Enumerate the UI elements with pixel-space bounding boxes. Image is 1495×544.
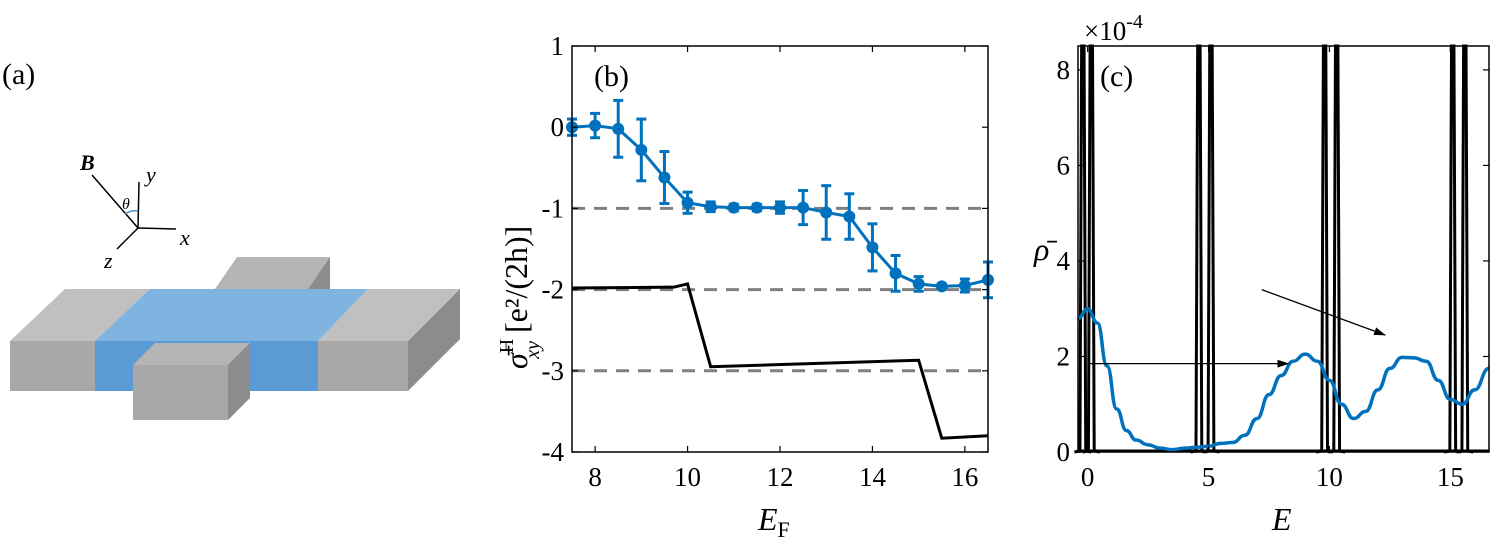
xtick-label-0: 8	[588, 462, 602, 492]
data-point-12	[843, 210, 856, 223]
clean-peak-4	[1315, 44, 1334, 454]
ytick-label-3: -2	[542, 275, 565, 305]
hall-bar-device	[10, 257, 460, 420]
series-clean-line	[571, 282, 989, 440]
x-label: x	[179, 225, 190, 250]
coordinate-axes	[91, 174, 177, 250]
series-disorder-curve	[1077, 306, 1490, 452]
panel-b-xlabel: EF	[757, 501, 790, 542]
xtick-label-1: 5	[1202, 462, 1216, 492]
data-point-4	[658, 171, 671, 184]
theta-arc	[124, 210, 139, 215]
panel-c-frame	[1077, 45, 1490, 453]
clean-peak-2	[1190, 44, 1208, 454]
panel-b-ylabel: σ̄H xy[e²/(2h)]	[496, 226, 544, 369]
panel-b-ylabel-sup: H	[496, 339, 518, 353]
xtick-label-0: 0	[1081, 462, 1095, 492]
panel-b-plot-area	[566, 98, 994, 440]
panel-b-ylabel-units: [e²/(2h)]	[498, 226, 534, 333]
panel-b-ylabel-sub: xy	[522, 341, 544, 360]
panel-c: (c) 0 5 10 15 0 2 4 6 8 ×10-4 ρ̄ E	[1033, 11, 1490, 537]
ytick-label-3: 6	[1057, 150, 1071, 180]
clean-peak-3	[1202, 44, 1220, 454]
xtick-label-3: 14	[859, 462, 887, 492]
data-point-14	[889, 267, 902, 280]
panel-c-xlabel: E	[1271, 501, 1292, 537]
theta-label: θ	[122, 196, 130, 213]
y-label: y	[144, 162, 156, 187]
panel-a-label: (a)	[2, 58, 35, 91]
ytick-label-1: 2	[1057, 341, 1071, 371]
b-field-arrow	[91, 174, 139, 229]
xtick-label-2: 12	[767, 462, 794, 492]
data-point-8	[750, 201, 763, 214]
panel-c-ylabel: ρ̄	[1033, 231, 1057, 267]
clean-peak-6	[1444, 44, 1462, 454]
annotation-arrow-1	[1261, 288, 1386, 336]
xtick-label-2: 10	[1316, 462, 1343, 492]
ytick-label-0: 1	[551, 31, 565, 61]
data-point-2	[612, 122, 625, 135]
ytick-label-1: 0	[551, 112, 565, 142]
xtick-label-4: 16	[951, 462, 978, 492]
ytick-label-5: -4	[542, 437, 565, 467]
ytick-label-2: -1	[542, 193, 565, 223]
ytick-label-4: 8	[1057, 55, 1071, 85]
panel-b-frame	[571, 45, 989, 453]
xtick-label-1: 10	[674, 462, 701, 492]
xtick-label-3: 15	[1437, 462, 1464, 492]
ytick-label-2: 4	[1057, 246, 1071, 276]
z-label: z	[103, 248, 113, 273]
svg-text:σ̄Hxy[e²/(2h)]: σ̄H xy[e²/(2h)]	[496, 226, 544, 369]
x-axis-arrow	[137, 227, 177, 230]
y-axis-arrow	[137, 181, 140, 229]
data-point-11	[820, 206, 833, 219]
data-point-17	[958, 279, 971, 292]
b-label: B	[79, 150, 95, 175]
data-point-5	[681, 196, 694, 209]
data-point-1	[589, 119, 602, 132]
panel-c-label: (c)	[1100, 60, 1133, 93]
panel-c-ticks: 0 5 10 15 0 2 4 6 8	[1057, 46, 1489, 492]
data-point-10	[797, 201, 810, 214]
data-point-15	[912, 277, 925, 290]
data-point-6	[704, 200, 717, 213]
z-axis-arrow	[116, 227, 139, 250]
data-point-9	[774, 201, 786, 214]
ytick-label-4: -3	[542, 356, 565, 386]
panel-c-multiplier: ×10-4	[1084, 11, 1143, 46]
data-point-3	[635, 143, 648, 156]
data-point-7	[727, 201, 740, 214]
ytick-label-0: 0	[1057, 437, 1071, 467]
panel-a: (a) B y x z θ	[2, 58, 460, 420]
panel-c-plot-area	[1074, 44, 1490, 454]
data-point-16	[935, 280, 948, 293]
data-point-13	[866, 241, 879, 254]
panel-b-label: (b)	[594, 60, 629, 93]
